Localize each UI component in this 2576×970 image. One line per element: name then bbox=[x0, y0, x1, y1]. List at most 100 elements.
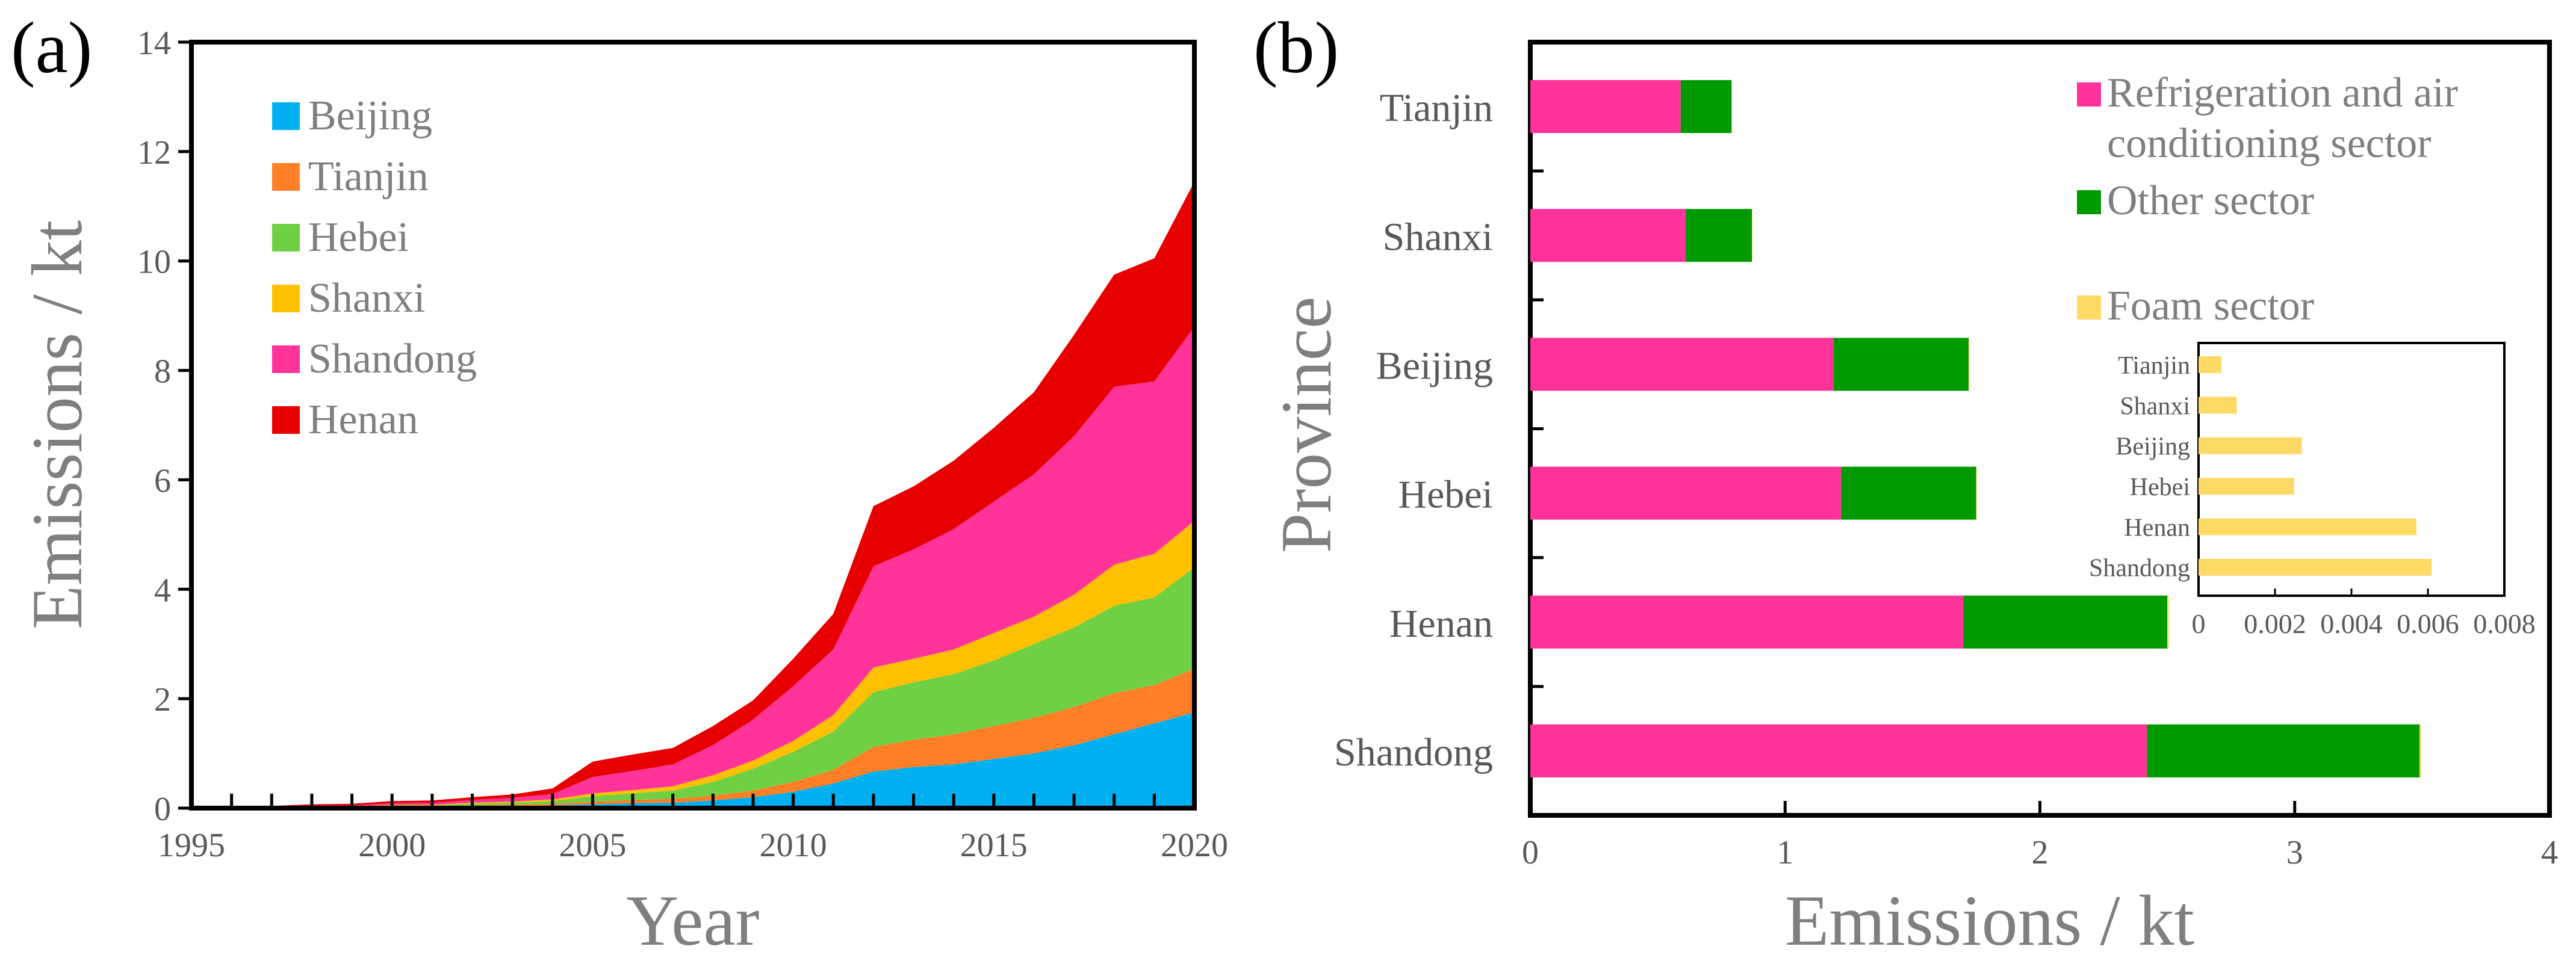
inset-category-label: Shanxi bbox=[2120, 392, 2190, 420]
area-shandong bbox=[191, 326, 1194, 808]
legend-swatch-other bbox=[2077, 190, 2101, 214]
inset-category-label: Hebei bbox=[2130, 474, 2190, 501]
area-beijing bbox=[191, 712, 1194, 808]
panel-b-y-axis-title: Province bbox=[1266, 297, 1346, 554]
legend-label-line: conditioning sector bbox=[2107, 120, 2432, 167]
x-tick-label: 2020 bbox=[1161, 827, 1228, 864]
inset-frame bbox=[2197, 342, 2506, 597]
bar-shandong-other bbox=[2147, 724, 2420, 777]
inset-bar-tianjin bbox=[2199, 356, 2222, 374]
bar-henan-refrigeration bbox=[1530, 595, 1964, 649]
legend-label-shandong: Shandong bbox=[308, 336, 477, 382]
inset-bar-beijing bbox=[2199, 437, 2302, 454]
category-label-hebei: Hebei bbox=[1398, 473, 1493, 517]
y-tick-label: 0 bbox=[154, 791, 171, 828]
legend-label-beijing: Beijing bbox=[308, 93, 432, 139]
area-henan bbox=[191, 181, 1194, 808]
category-label-beijing: Beijing bbox=[1376, 344, 1493, 388]
legend-swatch-tianjin bbox=[272, 163, 300, 191]
inset-category-label: Tianjin bbox=[2118, 352, 2190, 380]
x-tick-label: 1995 bbox=[158, 827, 225, 864]
y-tick-label: 2 bbox=[154, 681, 171, 718]
legend-swatch-shandong bbox=[272, 345, 300, 373]
inset-x-tick-label: 0.002 bbox=[2244, 608, 2306, 639]
y-tick-label: 14 bbox=[137, 25, 171, 62]
y-tick-label: 8 bbox=[154, 353, 171, 391]
legend-label-tianjin: Tianjin bbox=[308, 153, 429, 200]
inset-category-label: Beijing bbox=[2115, 433, 2190, 461]
legend-label-hebei: Hebei bbox=[308, 214, 409, 261]
bar-beijing-other bbox=[1833, 338, 1969, 391]
bar-hebei-other bbox=[1841, 466, 1976, 520]
inset-bar-shandong bbox=[2199, 558, 2432, 576]
bar-hebei-refrigeration bbox=[1530, 466, 1842, 520]
panel-a-letter: (a) bbox=[11, 7, 92, 88]
bar-hebei-foam bbox=[1976, 466, 1977, 520]
x-tick-label: 2 bbox=[2032, 834, 2049, 871]
area-tianjin bbox=[191, 669, 1194, 808]
bar-henan-other bbox=[1963, 595, 2168, 649]
legend-label-other: Other sector bbox=[2107, 178, 2314, 224]
legend-swatch-beijing bbox=[272, 102, 300, 130]
panel-b-letter: (b) bbox=[1253, 7, 1339, 88]
inset-x-tick-label: 0.004 bbox=[2320, 608, 2383, 639]
legend-label-shanxi: Shanxi bbox=[308, 275, 425, 321]
inset-x-tick-label: 0.006 bbox=[2397, 608, 2459, 639]
legend-label-refrigeration: Refrigeration and air conditioning sector bbox=[2107, 70, 2458, 167]
inset-bar-hebei bbox=[2199, 478, 2294, 495]
inset-bar-henan bbox=[2199, 518, 2416, 536]
panel-a-plot-frame bbox=[189, 40, 1197, 811]
panel-a-legend: Beijing Tianjin Hebei Shanxi Shandong Henan bbox=[272, 93, 477, 443]
x-tick-label: 0 bbox=[1522, 834, 1539, 871]
bar-tianjin-refrigeration bbox=[1530, 80, 1681, 134]
panel-b-bars bbox=[1530, 80, 2421, 777]
bar-tianjin-other bbox=[1680, 80, 1732, 134]
area-hebei bbox=[191, 567, 1194, 808]
legend-label-henan: Henan bbox=[308, 397, 418, 443]
y-tick-label: 6 bbox=[154, 462, 171, 499]
category-label-tianjin: Tianjin bbox=[1380, 86, 1493, 130]
x-tick-label: 2010 bbox=[760, 827, 827, 864]
x-tick-label: 3 bbox=[2286, 834, 2303, 871]
x-tick-label: 1 bbox=[1777, 834, 1793, 871]
panel-b-x-axis-title: Emissions / kt bbox=[1785, 880, 2194, 960]
y-tick-label: 4 bbox=[154, 572, 171, 609]
category-label-shandong: Shandong bbox=[1334, 731, 1493, 774]
y-tick-label: 12 bbox=[137, 134, 171, 171]
inset-bar-shanxi bbox=[2199, 397, 2237, 414]
panel-a-y-axis-title: Emissions / kt bbox=[17, 220, 97, 629]
bar-shandong-foam bbox=[2419, 724, 2421, 777]
panel-a-x-axis-title: Year bbox=[626, 880, 759, 960]
legend-swatch-refrigeration bbox=[2077, 82, 2101, 107]
panel-a-areas bbox=[191, 181, 1194, 808]
legend-swatch-foam bbox=[2077, 295, 2101, 320]
x-tick-label: 4 bbox=[2541, 834, 2558, 871]
panel-b: (b) Tianjin Shanxi Beijing Hebei Henan Shando… bbox=[1253, 7, 2558, 960]
bar-tianjin-foam bbox=[1731, 80, 1732, 134]
panel-b-legend: Refrigeration and air conditioning sector… bbox=[2077, 70, 2458, 329]
panel-a-axes: 0 2 4 6 8 10 12 14 1995 2000 2005 2010 2015 2020 bbox=[137, 25, 1228, 864]
category-label-henan: Henan bbox=[1389, 602, 1493, 646]
legend-swatch-henan bbox=[272, 406, 300, 434]
bar-shanxi-other bbox=[1686, 209, 1752, 262]
inset-x-tick-label: 0 bbox=[2192, 608, 2206, 639]
legend-swatch-hebei bbox=[272, 224, 300, 252]
x-tick-label: 2015 bbox=[960, 827, 1028, 864]
category-label-shanxi: Shanxi bbox=[1383, 215, 1493, 259]
y-tick-label: 10 bbox=[137, 244, 171, 281]
x-tick-label: 2005 bbox=[559, 827, 626, 864]
legend-swatch-shanxi bbox=[272, 285, 300, 312]
bar-shandong-refrigeration bbox=[1530, 724, 2147, 777]
legend-label-foam: Foam sector bbox=[2107, 283, 2314, 329]
bar-beijing-refrigeration bbox=[1530, 338, 1834, 391]
inset-category-label: Shandong bbox=[2089, 555, 2190, 582]
inset-x-tick-label: 0.008 bbox=[2473, 608, 2536, 639]
x-tick-label: 2000 bbox=[358, 827, 426, 864]
bar-shanxi-refrigeration bbox=[1530, 209, 1686, 262]
inset-category-label: Henan bbox=[2124, 514, 2190, 542]
legend-label-line: Refrigeration and air bbox=[2107, 70, 2458, 116]
